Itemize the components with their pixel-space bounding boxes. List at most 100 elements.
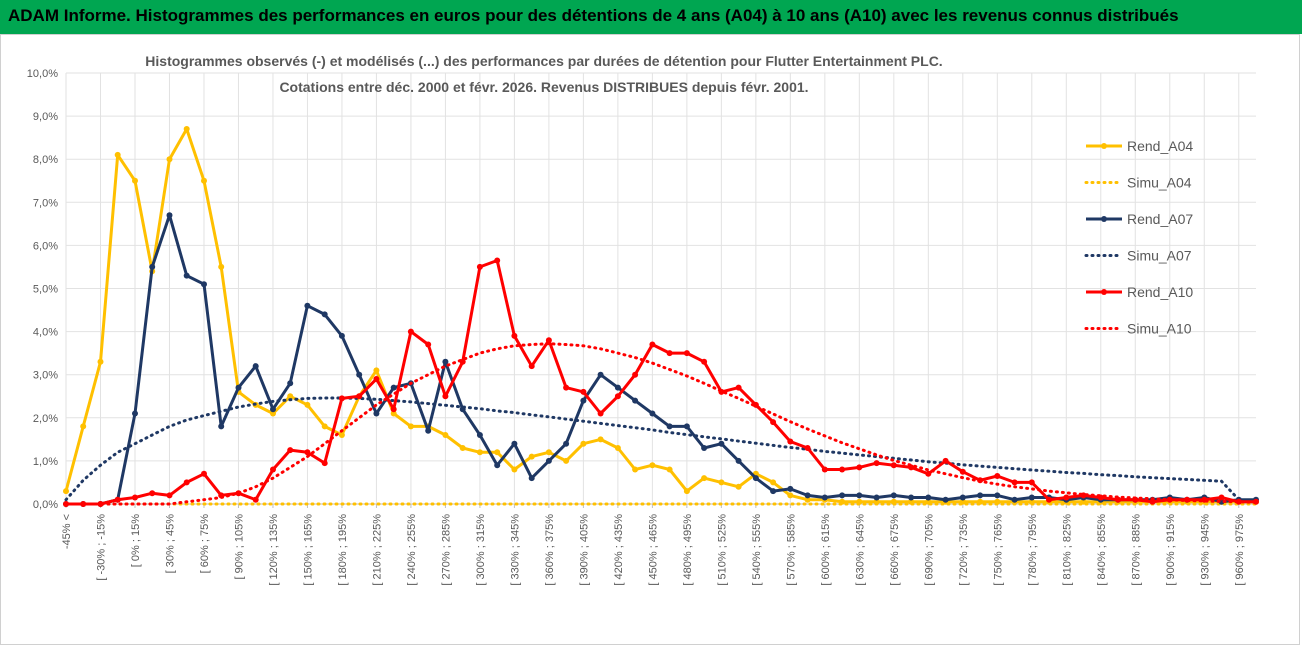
data-point bbox=[183, 126, 190, 132]
data-point bbox=[132, 177, 138, 184]
x-tick-label: [ 780% ; 795% bbox=[1027, 514, 1039, 586]
legend-item-Rend_A07: Rend_A07 bbox=[1086, 211, 1193, 227]
data-point bbox=[614, 445, 621, 451]
data-point bbox=[735, 483, 742, 490]
data-point bbox=[149, 263, 156, 270]
data-point bbox=[459, 445, 466, 451]
data-point bbox=[666, 466, 673, 473]
data-point bbox=[959, 494, 966, 501]
data-point bbox=[528, 475, 535, 482]
data-point bbox=[770, 488, 777, 495]
data-point bbox=[804, 496, 811, 503]
legend-label: Simu_A04 bbox=[1127, 175, 1192, 191]
x-tick-label: [ 240% ; 255% bbox=[406, 514, 418, 586]
data-point bbox=[356, 371, 363, 378]
data-point bbox=[287, 447, 294, 454]
x-tick-label: [ 120% ; 135% bbox=[268, 514, 280, 586]
series-line-Rend_A10 bbox=[66, 259, 1256, 506]
data-point bbox=[649, 410, 656, 417]
x-tick-label: [ 180% ; 195% bbox=[337, 514, 349, 586]
banner-title: ADAM Informe. Histogrammes des performan… bbox=[8, 6, 1179, 25]
y-tick-label: 5,0% bbox=[33, 284, 58, 296]
data-point bbox=[183, 272, 190, 279]
data-point bbox=[442, 432, 449, 438]
x-tick-label: [ 660% ; 675% bbox=[889, 514, 901, 586]
data-point bbox=[632, 466, 639, 473]
chart-title-line2: Cotations entre déc. 2000 et févr. 2026.… bbox=[279, 79, 808, 95]
data-point bbox=[977, 492, 984, 499]
data-point bbox=[476, 263, 483, 270]
data-point bbox=[735, 384, 742, 391]
y-tick-label: 3,0% bbox=[33, 370, 58, 382]
data-point bbox=[80, 423, 87, 430]
data-point bbox=[252, 496, 259, 503]
legend-item-Rend_A10: Rend_A10 bbox=[1086, 284, 1193, 300]
y-tick-label: 10,0% bbox=[27, 68, 58, 80]
chart-frame bbox=[0, 34, 1300, 645]
data-point bbox=[597, 436, 604, 443]
data-point bbox=[494, 462, 501, 469]
data-point bbox=[821, 466, 828, 473]
data-point bbox=[63, 488, 69, 495]
x-axis: -45% < [ -30% ; -15% [ 0% ; 15% [ 30% ; 45%… bbox=[61, 504, 1246, 586]
chart-title-line1: Histogrammes observés (-) et modélisés (… bbox=[145, 53, 942, 69]
data-point bbox=[390, 410, 397, 417]
data-point bbox=[839, 466, 846, 473]
y-tick-label: 1,0% bbox=[33, 456, 58, 468]
x-tick-label: [ 510% ; 525% bbox=[716, 514, 728, 586]
x-tick-label: [ 390% ; 405% bbox=[578, 514, 590, 586]
data-point bbox=[701, 358, 708, 365]
data-point bbox=[873, 460, 880, 467]
data-point bbox=[545, 337, 552, 344]
data-point bbox=[321, 311, 328, 318]
data-point bbox=[528, 453, 535, 460]
x-tick-label: -45% < bbox=[61, 514, 73, 549]
data-point bbox=[925, 494, 932, 501]
data-point bbox=[270, 466, 276, 473]
x-tick-label: [ 600% ; 615% bbox=[820, 514, 832, 586]
data-point bbox=[166, 492, 173, 499]
data-point bbox=[1028, 479, 1035, 486]
data-point bbox=[614, 384, 621, 391]
data-point bbox=[666, 350, 673, 357]
data-point bbox=[528, 363, 535, 370]
data-point bbox=[683, 488, 690, 495]
data-point bbox=[890, 492, 897, 499]
x-tick-label: [ 210% ; 225% bbox=[371, 514, 383, 586]
data-point bbox=[683, 350, 690, 357]
x-tick-label: [ 930% ; 945% bbox=[1199, 514, 1211, 586]
data-point bbox=[201, 470, 207, 477]
data-point bbox=[839, 492, 846, 499]
x-tick-label: [ 810% ; 825% bbox=[1061, 514, 1073, 586]
x-tick-label: [ 570% ; 585% bbox=[785, 514, 797, 586]
data-point bbox=[338, 332, 345, 339]
x-tick-label: [ 300% ; 315% bbox=[475, 514, 487, 586]
data-point bbox=[580, 388, 587, 395]
data-point bbox=[908, 494, 915, 501]
data-point bbox=[114, 151, 121, 158]
series-Simu_A07 bbox=[64, 396, 1258, 504]
data-point bbox=[804, 492, 811, 499]
data-point bbox=[718, 479, 725, 486]
data-point bbox=[563, 440, 570, 447]
data-point bbox=[718, 440, 725, 447]
data-point bbox=[1063, 494, 1070, 501]
series-Rend_A10 bbox=[63, 257, 1259, 507]
legend-item-Simu_A07: Simu_A07 bbox=[1084, 248, 1192, 264]
data-point bbox=[338, 432, 345, 438]
data-point bbox=[166, 156, 173, 163]
x-tick-label: [ 150% ; 165% bbox=[302, 514, 314, 586]
x-tick-label: [ 420% ; 435% bbox=[613, 514, 625, 586]
data-point bbox=[804, 445, 811, 451]
series-line-Simu_A07 bbox=[64, 396, 1258, 504]
data-point bbox=[442, 393, 449, 400]
legend-item-Simu_A10: Simu_A10 bbox=[1084, 321, 1192, 337]
x-tick-label: [ 540% ; 555% bbox=[751, 514, 763, 586]
data-point bbox=[287, 393, 294, 400]
data-point bbox=[614, 393, 621, 400]
data-point bbox=[338, 395, 345, 402]
x-tick-label: [ 720% ; 735% bbox=[958, 514, 970, 586]
data-point bbox=[304, 302, 311, 309]
x-tick-label: [ 450% ; 465% bbox=[647, 514, 659, 586]
data-point bbox=[1011, 496, 1018, 503]
